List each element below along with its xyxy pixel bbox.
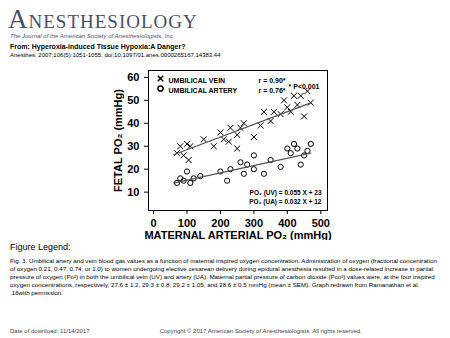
svg-text:60: 60 (127, 71, 139, 83)
svg-text:400: 400 (278, 217, 296, 229)
svg-text:30: 30 (127, 140, 139, 152)
html-text:Fig. 3. Umbilical artery and v: Fig. 3. Umbilical artery and vein blood … (10, 257, 437, 296)
svg-text:MATERNAL ARTERIAL PO₂ (mmHg): MATERNAL ARTERIAL PO₂ (mmHg) (144, 229, 332, 241)
svg-text:300: 300 (245, 217, 263, 229)
svg-text:* P<0.001: * P<0.001 (289, 83, 320, 90)
html-text:Date of download: 11/14/2017: Date of download: 11/14/2017 (10, 328, 90, 334)
svg-text:UMBILICAL VEIN: UMBILICAL VEIN (169, 77, 226, 84)
html-text:Figure Legend:: Figure Legend: (10, 242, 71, 252)
html-text:Anesthesiology: Anesthesiology (8, 4, 198, 34)
svg-text:FETAL PO₂ (mmHg): FETAL PO₂ (mmHg) (112, 89, 124, 192)
svg-text:PO₂ (UA) = 0.032 X + 12: PO₂ (UA) = 0.032 X + 12 (249, 198, 322, 206)
html-text:From: Hyperoxia-induced Tissue: From: Hyperoxia-induced Tissue Hypoxia:A… (10, 43, 186, 50)
svg-text:10: 10 (127, 186, 139, 198)
svg-text:0: 0 (150, 217, 156, 229)
svg-text:50: 50 (127, 94, 139, 106)
svg-text:r = 0.90*: r = 0.90* (259, 77, 286, 84)
svg-text:20: 20 (127, 163, 139, 175)
svg-text:40: 40 (127, 117, 139, 129)
svg-text:100: 100 (178, 217, 196, 229)
svg-text:500: 500 (312, 217, 330, 229)
svg-text:UMBILICAL ARTERY: UMBILICAL ARTERY (169, 87, 238, 94)
html-text:Anesthes. 2007;106(5):1051-105: Anesthes. 2007;106(5):1051-1055. doi:10.… (10, 52, 221, 58)
svg-text:r = 0.76*: r = 0.76* (259, 87, 286, 94)
html-text:Copyright © 2017 American Soci: Copyright © 2017 American Society of Ane… (159, 328, 362, 334)
svg-text:200: 200 (211, 217, 229, 229)
html-text:The Journal of the American So: The Journal of the American Society of A… (10, 33, 175, 39)
svg-text:PO₂ (UV) = 0.055 X + 23: PO₂ (UV) = 0.055 X + 23 (250, 189, 322, 197)
